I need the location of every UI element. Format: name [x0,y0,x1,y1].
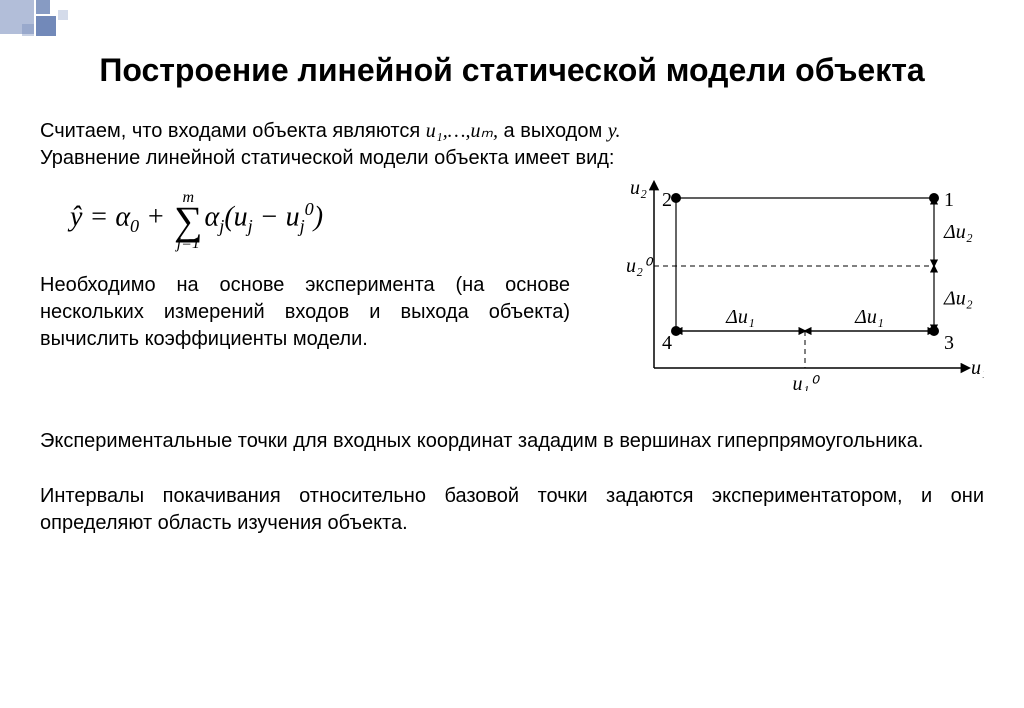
svg-text:Δu₂: Δu₂ [943,288,973,310]
model-formula: ŷ = α0 + m∑j=1αj(uj − uj0) [70,188,600,250]
para-vertices: Экспериментальные точки для входных коор… [40,428,984,455]
slide-title: Построение линейной статической модели о… [40,50,984,90]
svg-text:u₁⁰: u₁⁰ [793,373,821,391]
svg-text:u₁: u₁ [971,357,984,379]
svg-text:u₂⁰: u₂⁰ [626,255,654,277]
svg-text:Δu₁: Δu₁ [725,306,755,328]
svg-text:Δu₂: Δu₂ [943,221,973,243]
svg-text:Δu₁: Δu₁ [854,306,884,328]
formula-lhs: ŷ = α [70,201,130,232]
slide-content: Построение линейной статической модели о… [0,38,1024,708]
para-intervals: Интервалы покачивания относительно базов… [40,483,984,537]
corner-decoration [0,0,96,36]
intro-text-1: Считаем, что входами объекта являются [40,120,426,142]
design-diagram: u₂ u₁ u₂⁰ u₁⁰ 1 2 3 4 Δu₁ Δu₁ Δu₂ Δu₂ [614,176,984,391]
intro-paragraph: Считаем, что входами объекта являются u₁… [40,118,984,172]
svg-text:4: 4 [662,332,672,354]
intro-output: y. [608,120,621,142]
intro-text-2: а выходом [504,120,608,142]
svg-text:1: 1 [944,189,954,211]
svg-text:2: 2 [662,189,672,211]
intro-inputs: u₁,…,uₘ, [426,120,498,142]
formula-diagram-row: ŷ = α0 + m∑j=1αj(uj − uj0) Необходимо на… [40,182,984,400]
svg-text:3: 3 [944,332,954,354]
intro-text-3: Уравнение линейной статической модели об… [40,147,614,169]
para-experiment: Необходимо на основе эксперимента (на ос… [40,272,570,353]
svg-text:u₂: u₂ [630,177,647,199]
